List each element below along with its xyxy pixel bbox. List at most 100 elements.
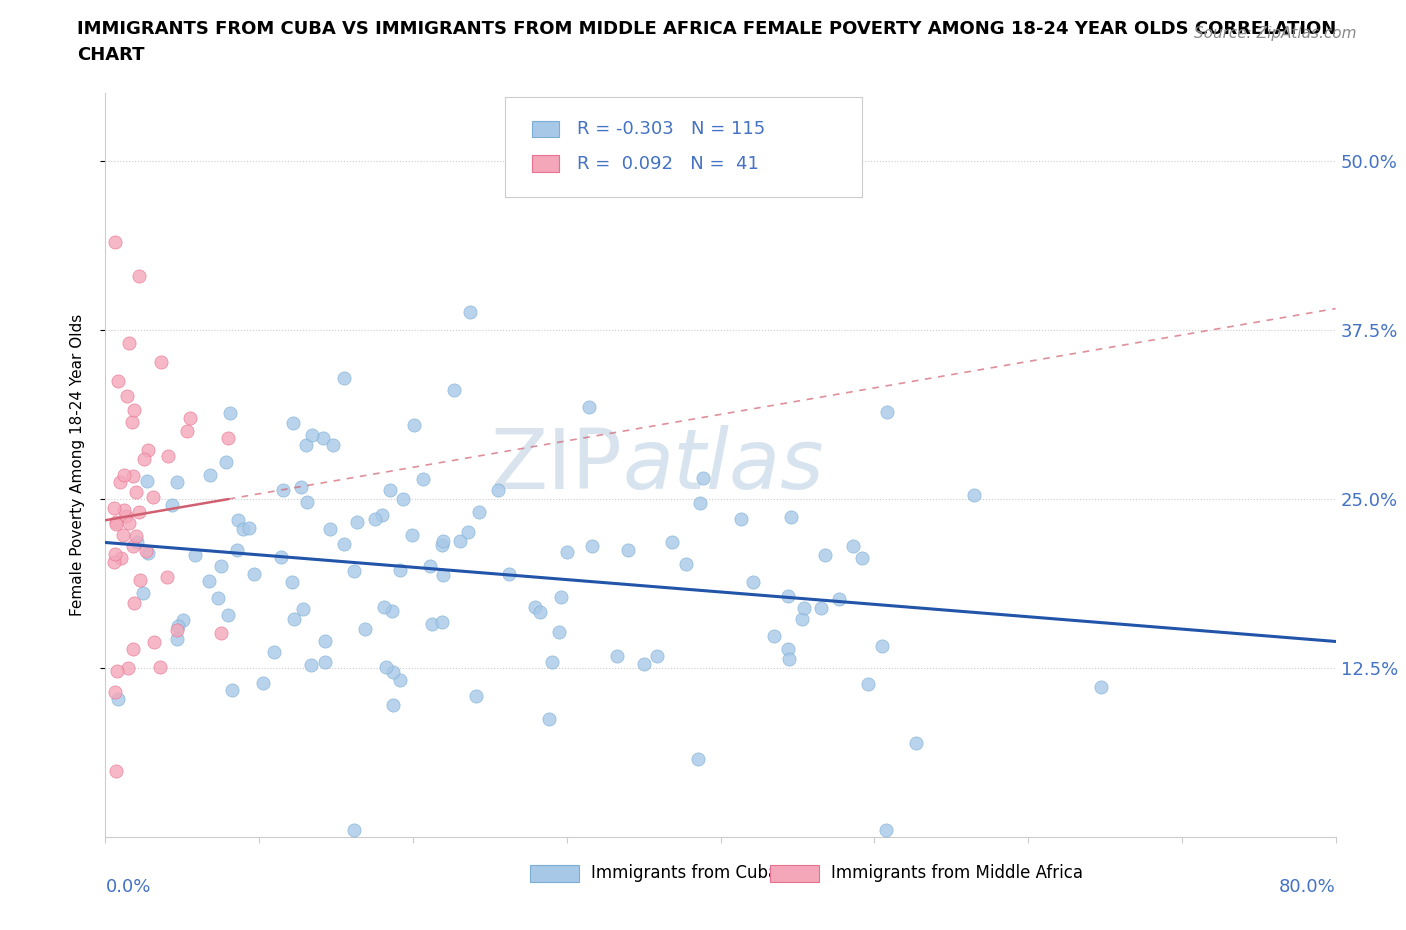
Point	[792, 611, 814, 626]
Point	[793, 601, 815, 616]
Text: R = -0.303   N = 115: R = -0.303 N = 115	[576, 120, 765, 138]
Point	[207, 591, 229, 605]
Point	[105, 764, 128, 778]
Point	[125, 485, 148, 499]
Point	[122, 595, 145, 610]
Point	[606, 648, 628, 663]
Point	[128, 268, 150, 283]
Point	[209, 558, 232, 573]
Point	[281, 575, 304, 590]
Point	[401, 527, 423, 542]
Point	[742, 575, 765, 590]
Point	[842, 538, 865, 553]
Point	[122, 468, 145, 483]
Point	[464, 688, 486, 703]
Point	[392, 492, 415, 507]
Point	[112, 467, 135, 482]
Point	[104, 234, 127, 249]
Point	[382, 664, 405, 679]
Point	[105, 514, 128, 529]
Point	[136, 443, 159, 458]
Point	[776, 642, 799, 657]
Point	[136, 546, 159, 561]
Point	[112, 502, 135, 517]
Text: 80.0%: 80.0%	[1279, 878, 1336, 896]
Point	[420, 617, 443, 631]
Point	[225, 543, 247, 558]
Point	[238, 521, 260, 536]
Point	[172, 613, 194, 628]
Point	[524, 600, 547, 615]
Point	[218, 607, 240, 622]
Point	[110, 551, 132, 565]
Point	[157, 448, 180, 463]
Text: R =  0.092   N =  41: R = 0.092 N = 41	[576, 154, 758, 173]
Point	[143, 635, 166, 650]
Point	[149, 354, 172, 369]
Point	[810, 601, 832, 616]
Point	[380, 483, 402, 498]
Point	[314, 633, 336, 648]
Point	[432, 568, 454, 583]
Point	[875, 823, 897, 838]
Point	[319, 522, 342, 537]
Point	[295, 438, 318, 453]
Point	[364, 512, 387, 527]
Point	[162, 498, 184, 512]
Point	[243, 566, 266, 581]
Point	[198, 573, 221, 588]
Point	[381, 698, 404, 712]
Point	[432, 615, 454, 630]
Point	[905, 736, 928, 751]
Point	[107, 374, 129, 389]
Point	[541, 655, 564, 670]
Point	[283, 612, 305, 627]
Y-axis label: Female Poverty Among 18-24 Year Olds: Female Poverty Among 18-24 Year Olds	[70, 314, 84, 617]
Point	[215, 454, 238, 469]
Point	[129, 573, 152, 588]
Point	[270, 550, 292, 565]
Point	[179, 410, 201, 425]
Point	[688, 751, 710, 766]
Point	[122, 642, 145, 657]
Point	[108, 474, 131, 489]
Point	[128, 504, 150, 519]
Point	[730, 512, 752, 526]
Point	[142, 490, 165, 505]
Text: CHART: CHART	[77, 46, 145, 64]
Point	[263, 645, 285, 660]
Point	[381, 604, 404, 618]
Point	[342, 564, 364, 578]
Point	[221, 683, 243, 698]
Point	[333, 537, 356, 551]
Point	[122, 402, 145, 417]
Point	[166, 631, 188, 646]
Point	[281, 416, 304, 431]
Point	[763, 629, 786, 644]
Point	[353, 621, 375, 636]
Point	[1090, 680, 1112, 695]
Point	[314, 655, 336, 670]
Point	[443, 383, 465, 398]
Point	[132, 451, 155, 466]
Point	[689, 496, 711, 511]
Point	[111, 527, 134, 542]
Point	[115, 389, 138, 404]
Point	[346, 515, 368, 530]
Point	[117, 660, 139, 675]
Point	[105, 516, 128, 531]
Point	[776, 589, 799, 604]
Point	[389, 672, 412, 687]
Point	[851, 551, 873, 565]
Point	[176, 424, 198, 439]
FancyBboxPatch shape	[770, 865, 818, 882]
Point	[322, 438, 344, 453]
Point	[432, 534, 454, 549]
Point	[449, 533, 471, 548]
Point	[219, 405, 242, 420]
Point	[432, 538, 454, 552]
Point	[858, 676, 880, 691]
Point	[419, 558, 441, 573]
Point	[103, 554, 125, 569]
Point	[290, 480, 312, 495]
